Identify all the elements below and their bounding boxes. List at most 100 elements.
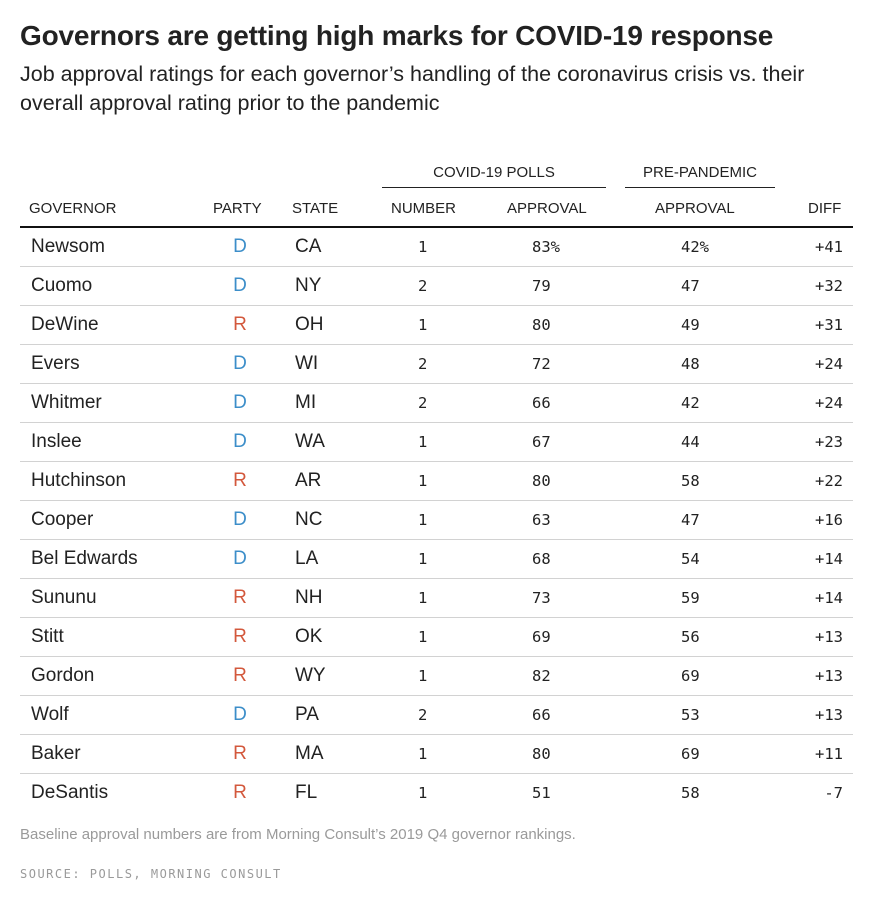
pre-pandemic-group-rule [625, 187, 775, 188]
poll-count: 1 [418, 316, 428, 334]
pre-pandemic-approval-value: 69 [681, 745, 700, 763]
governor-name: Baker [31, 743, 81, 764]
table-row: Bel Edwards D LA 1 68 54 +14 [20, 540, 853, 579]
governor-name: Gordon [31, 665, 95, 686]
governor-name: Hutchinson [31, 470, 127, 491]
pre-pandemic-approval-value: 69 [681, 667, 700, 685]
covid-approval-value: 68 [532, 550, 551, 568]
state-code: PA [295, 704, 319, 725]
column-header-governor: GOVERNOR [29, 200, 117, 217]
party-label: D [233, 275, 247, 296]
poll-count: 1 [418, 472, 428, 490]
diff-value: +16 [815, 511, 843, 529]
state-code: OK [295, 626, 323, 647]
governor-name: Whitmer [31, 392, 102, 413]
state-code: WA [295, 431, 325, 452]
column-header-number: NUMBER [391, 200, 457, 217]
diff-value: +23 [815, 433, 843, 451]
poll-count: 1 [418, 238, 428, 256]
poll-count: 1 [418, 745, 428, 763]
governor-name: Newsom [31, 236, 105, 257]
header-rule [20, 226, 853, 228]
party-label: R [233, 743, 247, 764]
pre-pandemic-approval-value: 44 [681, 433, 700, 451]
covid-approval-value: 66 [532, 394, 551, 412]
covid-approval-value: 63 [532, 511, 551, 529]
covid-approval-value: 83% [532, 238, 560, 256]
pre-pandemic-approval-value: 59 [681, 589, 700, 607]
pre-pandemic-approval-value: 49 [681, 316, 700, 334]
party-label: D [233, 353, 247, 374]
poll-count: 1 [418, 667, 428, 685]
pre-pandemic-approval-value: 58 [681, 784, 700, 802]
state-code: OH [295, 314, 324, 335]
table-row: Inslee D WA 1 67 44 +23 [20, 423, 853, 462]
state-code: FL [295, 782, 318, 803]
state-code: NC [295, 509, 323, 530]
pre-pandemic-approval-value: 53 [681, 706, 700, 724]
covid-approval-value: 80 [532, 745, 551, 763]
covid-approval-value: 80 [532, 472, 551, 490]
covid-approval-value: 69 [532, 628, 551, 646]
pre-pandemic-group-header: PRE-PANDEMIC [643, 164, 757, 181]
poll-count: 2 [418, 277, 428, 295]
source-credit: SOURCE: POLLS, MORNING CONSULT [20, 867, 282, 881]
governor-name: DeWine [31, 314, 99, 335]
party-label: R [233, 587, 247, 608]
column-header-party: PARTY [213, 200, 262, 217]
state-code: CA [295, 236, 322, 257]
table-row: Newsom D CA 1 83% 42% +41 [20, 228, 853, 267]
pre-pandemic-approval-value: 42 [681, 394, 700, 412]
pre-pandemic-approval-value: 54 [681, 550, 700, 568]
state-code: NH [295, 587, 323, 608]
poll-count: 2 [418, 394, 428, 412]
poll-count: 1 [418, 550, 428, 568]
poll-count: 1 [418, 784, 428, 802]
chart-title: Governors are getting high marks for COV… [20, 20, 774, 51]
footnote: Baseline approval numbers are from Morni… [20, 826, 576, 843]
governor-name: Sununu [31, 587, 97, 608]
party-label: D [233, 431, 247, 452]
poll-count: 1 [418, 433, 428, 451]
poll-count: 1 [418, 511, 428, 529]
state-code: LA [295, 548, 319, 569]
approval-table: Newsom D CA 1 83% 42% +41 Cuomo D NY 2 79 47 +32 DeWin… [20, 228, 853, 812]
governor-name: DeSantis [31, 782, 109, 803]
covid-approval-value: 67 [532, 433, 551, 451]
party-label: D [233, 236, 247, 257]
table-row: Whitmer D MI 2 66 42 +24 [20, 384, 853, 423]
party-label: R [233, 782, 247, 803]
covid-approval-value: 79 [532, 277, 551, 295]
poll-count: 1 [418, 589, 428, 607]
covid-approval-value: 66 [532, 706, 551, 724]
governor-name: Cooper [31, 509, 94, 530]
table-row: DeSantis R FL 1 51 58 -7 [20, 774, 853, 812]
party-label: D [233, 704, 247, 725]
party-label: D [233, 548, 247, 569]
diff-value: +32 [815, 277, 843, 295]
covid-approval-value: 82 [532, 667, 551, 685]
table-row: Hutchinson R AR 1 80 58 +22 [20, 462, 853, 501]
table-row: Sununu R NH 1 73 59 +14 [20, 579, 853, 618]
table-row: Gordon R WY 1 82 69 +13 [20, 657, 853, 696]
diff-value: +24 [815, 355, 843, 373]
governor-name: Wolf [31, 704, 69, 725]
diff-value: +14 [815, 589, 843, 607]
column-header-pre-approval: APPROVAL [655, 200, 735, 217]
governor-name: Inslee [31, 431, 82, 452]
poll-count: 1 [418, 628, 428, 646]
state-code: NY [295, 275, 322, 296]
party-label: R [233, 470, 247, 491]
party-label: R [233, 626, 247, 647]
pre-pandemic-approval-value: 48 [681, 355, 700, 373]
governor-name: Stitt [31, 626, 64, 647]
diff-value: +41 [815, 238, 843, 256]
table-row: Cuomo D NY 2 79 47 +32 [20, 267, 853, 306]
state-code: MA [295, 743, 324, 764]
diff-value: +11 [815, 745, 843, 763]
governor-name: Cuomo [31, 275, 93, 296]
diff-value: +14 [815, 550, 843, 568]
covid-polls-group-header: COVID-19 POLLS [433, 164, 555, 181]
pre-pandemic-approval-value: 58 [681, 472, 700, 490]
table-row: Cooper D NC 1 63 47 +16 [20, 501, 853, 540]
